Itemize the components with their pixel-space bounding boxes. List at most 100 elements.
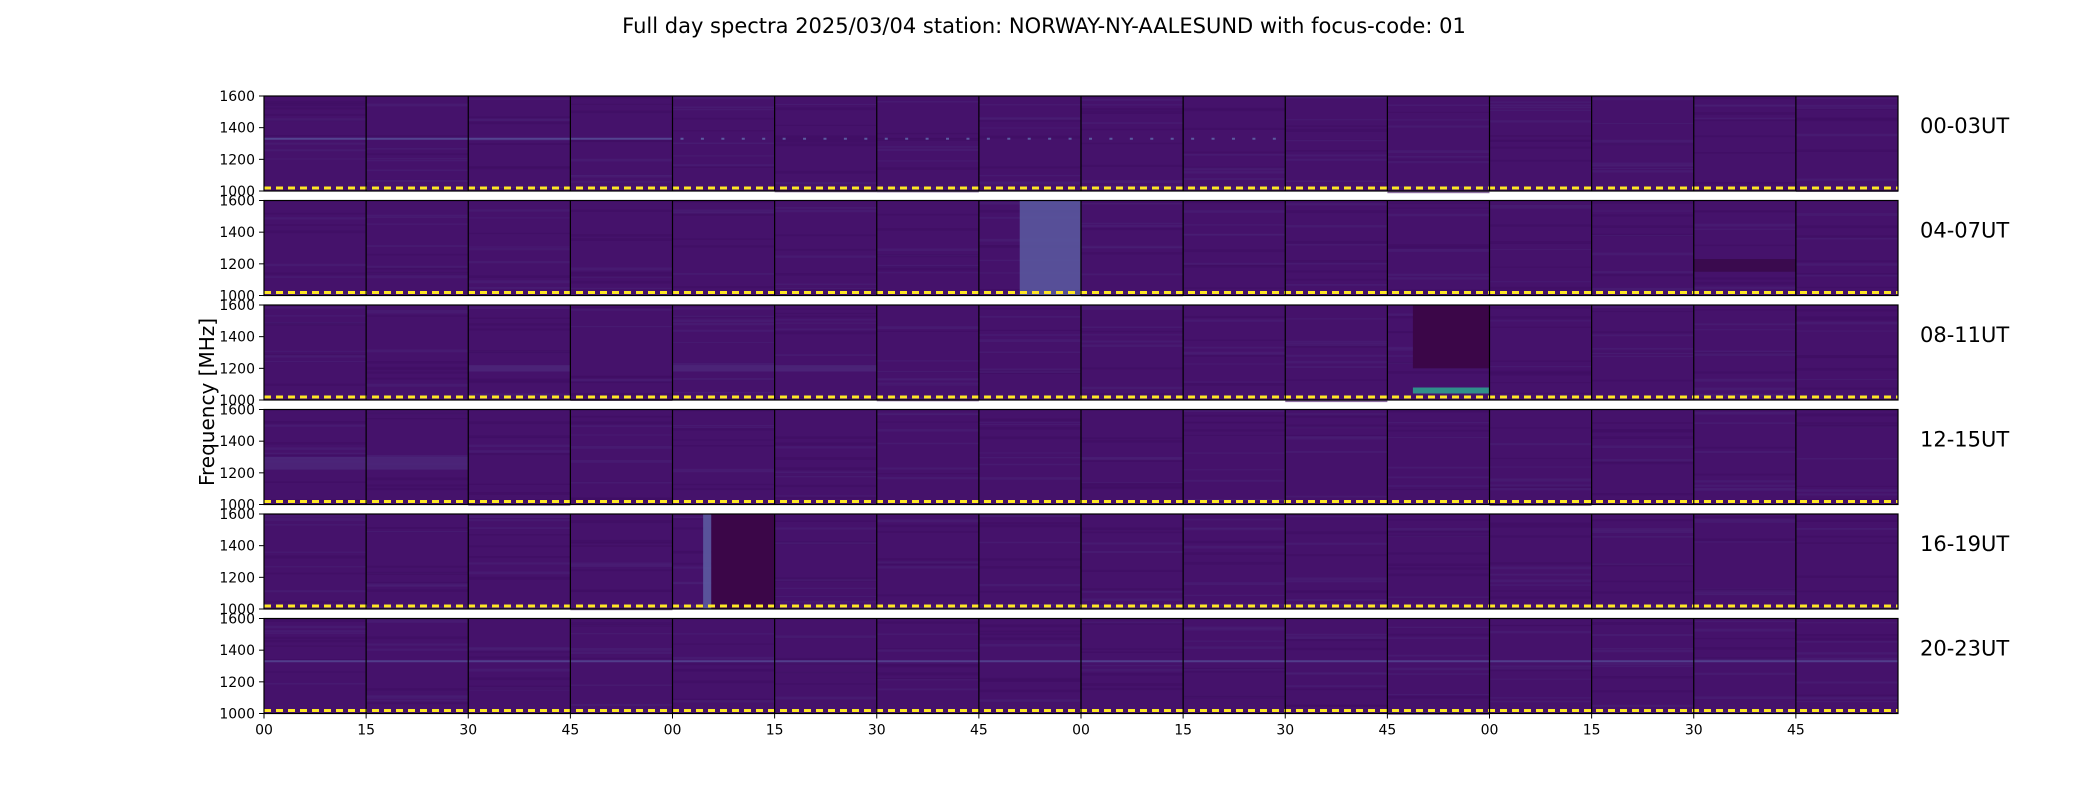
spectrum-texture — [978, 127, 1081, 129]
spectrum-texture — [1081, 683, 1184, 686]
rfi-line — [876, 660, 979, 663]
spectrum-texture — [264, 518, 367, 521]
spectrum-texture — [1183, 381, 1286, 383]
spectrum-texture — [978, 699, 1081, 702]
spectrum-texture — [468, 656, 571, 659]
spectrum-texture — [264, 230, 367, 234]
spectrum-texture — [468, 317, 571, 319]
spectrum-texture — [570, 425, 673, 428]
spectrum-texture — [1387, 150, 1490, 153]
spectrum-texture — [366, 636, 469, 640]
spectrum-texture — [774, 308, 877, 310]
bright-block — [1019, 200, 1081, 296]
spectrum-texture — [1795, 273, 1898, 275]
spectrum-texture — [1591, 379, 1694, 382]
spectrum-texture — [978, 436, 1081, 440]
spectrum-texture — [264, 113, 367, 116]
spectrum-texture — [1387, 190, 1490, 194]
spectrum-texture — [366, 581, 469, 585]
spectrum-texture — [1693, 711, 1796, 714]
rfi-dot — [966, 137, 970, 140]
spectrum-texture — [1285, 150, 1388, 152]
spectrum-texture — [468, 421, 571, 425]
x-tick-label: 45 — [1378, 723, 1396, 739]
spectrum-texture — [1693, 182, 1796, 185]
spectrum-texture — [1591, 97, 1694, 101]
spectrum-texture — [1387, 626, 1490, 629]
rfi-dot — [700, 137, 704, 140]
row-time-label: 00-03UT — [1920, 114, 2009, 138]
spectrum-texture — [366, 565, 469, 568]
spectrum-texture — [1285, 436, 1388, 440]
spectrum-texture — [1183, 669, 1286, 671]
y-tick-label: 1400 — [219, 121, 255, 137]
y-tick-label: 1400 — [219, 643, 255, 659]
spectrum-texture — [366, 147, 469, 150]
spectrum-texture — [1489, 590, 1592, 592]
spectrum-panel — [264, 618, 367, 714]
spectrum-texture — [1285, 366, 1388, 369]
spectrum-texture — [468, 647, 571, 650]
spectra-row: 1000 1200 1400 1600 00-03UT — [219, 89, 2009, 200]
spectrum-texture — [1795, 542, 1898, 544]
spectrum-texture — [1387, 567, 1490, 570]
spectrum-texture — [1387, 429, 1490, 432]
spectrum-texture — [1693, 117, 1796, 120]
spectrum-texture — [366, 589, 469, 592]
spectrum-texture — [672, 656, 775, 660]
spectrum-texture — [1795, 316, 1898, 319]
spectrum-texture — [774, 287, 877, 290]
spectrum-texture — [774, 446, 877, 449]
spectrum-texture — [978, 119, 1081, 122]
rfi-dot — [1129, 137, 1133, 140]
spectrum-texture — [1285, 414, 1388, 418]
spectrum-texture — [1081, 456, 1184, 460]
spectrum-texture — [1285, 240, 1388, 244]
spectrum-texture — [264, 224, 367, 226]
spectrum-panel — [1081, 305, 1184, 400]
rfi-dot — [884, 137, 888, 140]
spectrum-texture — [1693, 588, 1796, 591]
spectrum-texture — [468, 689, 571, 691]
spectrum-texture — [570, 234, 673, 237]
spectrum-texture — [1081, 245, 1184, 249]
spectrum-texture — [1693, 672, 1796, 675]
rfi-dot — [1272, 137, 1276, 140]
spectrum-panel — [1489, 305, 1592, 400]
spectrum-texture — [570, 376, 673, 379]
spectrum-texture — [672, 209, 775, 213]
rfi-dot — [843, 137, 847, 140]
spectrum-texture — [978, 677, 1081, 681]
spectrum-texture — [1285, 688, 1388, 691]
spectrum-texture — [468, 534, 571, 536]
spectrum-texture — [876, 519, 979, 523]
spectrum-texture — [1591, 214, 1694, 217]
spectrum-texture — [570, 622, 673, 624]
spectrum-texture — [876, 442, 979, 445]
spectrum-panel — [672, 200, 775, 296]
spectrum-texture — [1489, 427, 1592, 429]
rfi-dot — [1211, 137, 1215, 140]
spectrum-texture — [1183, 319, 1286, 322]
spectrum-texture — [1489, 480, 1592, 482]
spectrum-texture — [1081, 487, 1184, 490]
spectrum-texture — [1489, 109, 1592, 111]
spectrum-texture — [1591, 235, 1694, 237]
spectrum-texture — [774, 288, 877, 292]
spectrum-texture — [1591, 436, 1694, 439]
spectrum-panel — [1795, 200, 1898, 296]
spectrum-texture — [876, 649, 979, 652]
spectrum-texture — [1183, 640, 1286, 642]
spectrum-texture — [1489, 596, 1592, 599]
spectrum-texture — [366, 643, 469, 646]
spectrum-texture — [264, 149, 367, 152]
spectrum-texture — [570, 267, 673, 271]
spectrum-texture — [1591, 445, 1694, 449]
row-time-label: 16-19UT — [1920, 532, 2009, 556]
spectrum-texture — [468, 116, 571, 119]
spectrum-texture — [570, 590, 673, 592]
spectrum-texture — [366, 621, 469, 623]
chart-title: Full day spectra 2025/03/04 station: NOR… — [622, 14, 1466, 38]
x-tick-label: 45 — [970, 723, 988, 739]
spectrum-texture — [264, 158, 367, 160]
